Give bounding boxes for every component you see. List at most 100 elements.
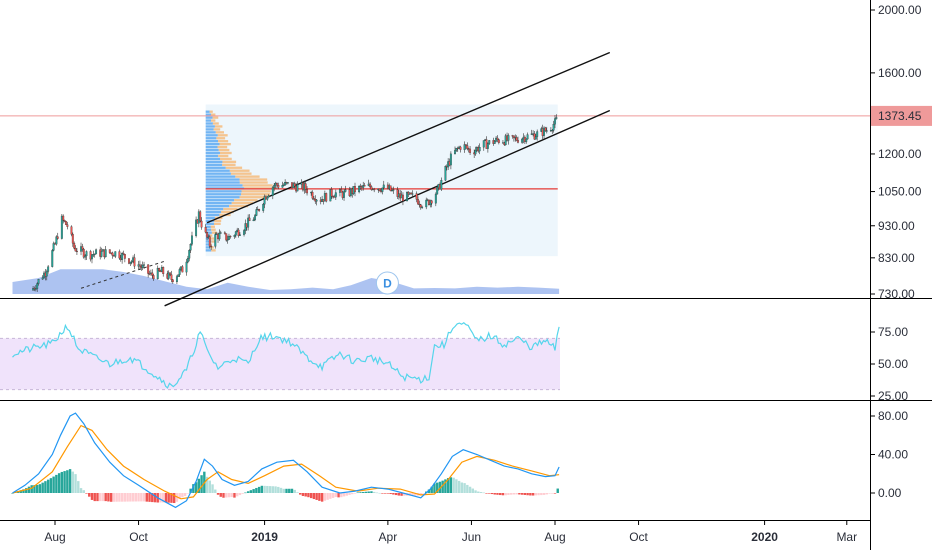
time-axis[interactable]: Aug Oct 2019 Apr Jun Aug Oct 2020 Mar xyxy=(44,520,857,544)
candle xyxy=(284,179,287,186)
event-markers[interactable]: D xyxy=(375,271,399,295)
macd-panel[interactable]: 80.00 40.00 0.00 xyxy=(11,409,908,509)
candle xyxy=(478,143,481,155)
candle xyxy=(237,227,240,238)
macd-histogram-bar xyxy=(126,493,129,502)
vp-row-up xyxy=(205,207,224,211)
macd-signal-line xyxy=(12,424,560,500)
vp-row-up xyxy=(205,110,210,113)
candle xyxy=(482,140,485,151)
macd-histogram-bar xyxy=(320,493,324,502)
candle xyxy=(496,135,499,143)
macd-histogram-bar xyxy=(353,493,357,494)
price-panel[interactable]: D 2000.00 1600.00 1200.00 1050.00 930.00 830.… xyxy=(0,3,932,307)
macd-axis[interactable]: 80.00 40.00 0.00 xyxy=(870,409,908,500)
candle xyxy=(406,191,409,202)
rsi-axis[interactable]: 75.00 50.00 25.00 xyxy=(870,325,908,403)
time-tick-label: Oct xyxy=(629,530,648,544)
vp-row-up xyxy=(205,184,243,187)
macd-histogram-bar xyxy=(35,484,39,493)
candle xyxy=(271,186,274,200)
volume-profile xyxy=(205,104,558,257)
macd-histogram-bar xyxy=(172,493,176,504)
candle xyxy=(456,146,459,153)
candle xyxy=(75,247,78,256)
candle xyxy=(436,186,439,195)
vp-row-up xyxy=(205,237,211,240)
candle xyxy=(354,182,356,197)
candle xyxy=(444,165,447,182)
vp-row-up xyxy=(205,231,212,234)
candle xyxy=(525,138,528,144)
candle xyxy=(204,224,207,234)
candle xyxy=(286,182,289,185)
vp-row-up xyxy=(205,213,220,217)
macd-histogram-bar xyxy=(189,488,192,493)
macd-histogram-bar xyxy=(545,493,548,495)
candle xyxy=(534,133,537,140)
candle xyxy=(389,185,392,192)
macd-histogram-bar xyxy=(548,493,551,494)
candle xyxy=(486,142,489,153)
macd-histogram-bar xyxy=(331,493,335,498)
macd-histogram-bar xyxy=(159,493,162,503)
dividend-marker[interactable]: D xyxy=(375,271,399,295)
macd-histogram-bar xyxy=(356,492,359,494)
macd-histogram-bar xyxy=(167,493,170,503)
vp-row-down xyxy=(215,131,224,134)
candle xyxy=(512,135,515,142)
macd-histogram-bar xyxy=(422,493,425,494)
candle xyxy=(208,234,211,249)
macd-histogram-bar xyxy=(362,491,365,493)
candle xyxy=(293,181,296,189)
macd-histogram-bar xyxy=(490,493,494,495)
candle xyxy=(171,279,174,284)
vp-row-up xyxy=(205,163,223,166)
macd-histogram-bar xyxy=(225,493,228,498)
macd-histogram-bar xyxy=(542,493,546,495)
macd-histogram-bar xyxy=(227,493,231,498)
macd-histogram-bar xyxy=(257,486,261,493)
vp-row-down xyxy=(241,190,271,193)
rsi-panel[interactable]: 75.00 50.00 25.00 xyxy=(0,322,908,403)
candle xyxy=(138,260,141,271)
macd-histogram-bar xyxy=(466,484,469,493)
candle xyxy=(381,187,384,195)
candle xyxy=(214,232,217,249)
marker-label: D xyxy=(383,277,392,291)
last-price-badge[interactable]: 1373.45 xyxy=(871,105,932,126)
macd-histogram-bar xyxy=(74,474,77,493)
macd-histogram-bar xyxy=(452,477,455,493)
macd-histogram-bar xyxy=(197,478,201,493)
macd-histogram-bar xyxy=(318,493,321,501)
candle xyxy=(167,270,170,281)
candle xyxy=(114,251,117,259)
candle xyxy=(247,214,250,231)
macd-histogram-bar xyxy=(529,493,532,496)
candle xyxy=(56,232,59,240)
macd-histogram-bar xyxy=(326,493,329,500)
vp-row-down xyxy=(218,140,229,143)
channel-lower-line[interactable] xyxy=(164,109,611,307)
macd-histogram-bar xyxy=(551,493,554,494)
macd-histogram-bar xyxy=(230,493,233,498)
vp-row-up xyxy=(205,148,219,152)
macd-histogram-bar xyxy=(507,493,510,495)
candle xyxy=(52,241,55,252)
price-channel[interactable] xyxy=(80,51,611,307)
macd-histogram-bar xyxy=(255,487,258,493)
price-axis[interactable]: 2000.00 1600.00 1200.00 1050.00 930.00 830.00… xyxy=(870,3,932,301)
candle xyxy=(233,234,236,239)
macd-histogram-bar xyxy=(304,493,307,497)
candle xyxy=(55,235,58,246)
candle xyxy=(121,251,124,264)
macd-histogram-bar xyxy=(274,486,277,493)
candle xyxy=(543,126,545,139)
vp-row-down xyxy=(219,151,232,155)
macd-histogram-bar xyxy=(457,480,461,493)
macd-histogram-bar xyxy=(342,493,346,497)
channel-upper-line[interactable] xyxy=(206,51,611,224)
candle xyxy=(434,192,437,207)
candle xyxy=(66,221,69,230)
